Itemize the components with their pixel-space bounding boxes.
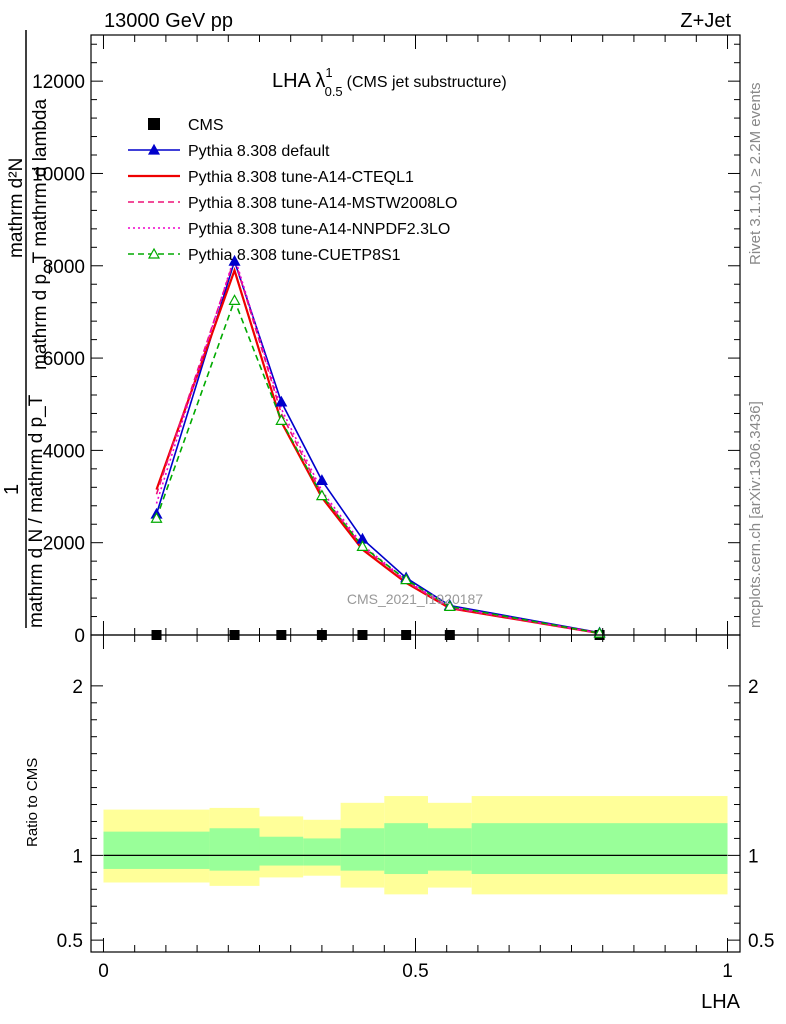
ratio-y-tick-labels: 0.5 0.5 1 1 2 2	[57, 677, 775, 952]
ratio-bands	[103, 796, 728, 895]
series-line-2	[155, 266, 600, 635]
xtick-label-1: 0.5	[402, 961, 428, 982]
x-axis-label: LHA	[701, 991, 741, 1013]
main-ytick-label-2: 4000	[43, 441, 85, 462]
ratio-ytick-label-right-2: 2	[748, 677, 759, 698]
mcplots-label: mcplots.cern.ch [arXiv:1306.3436]	[747, 401, 764, 628]
legend-label-5: Pythia 8.308 tune-CUETP8S1	[188, 247, 401, 264]
ratio-frame	[90, 634, 741, 953]
ratio-band-green-6	[427, 828, 472, 871]
main-y-tick-labels: 0 2000 4000 6000 8000 10000 12000	[32, 72, 85, 647]
series-1-marker-2	[275, 395, 288, 407]
xtick-label-2: 1	[722, 961, 733, 982]
ratio-band-green-7	[471, 823, 728, 875]
ylabel-denominator: mathrm d p_T mathrm d lambda	[30, 99, 51, 370]
ratio-axis-ticks	[91, 635, 740, 952]
main-ytick-label-5: 10000	[32, 164, 85, 185]
main-series-lines	[155, 253, 600, 635]
ylabel-one: 1	[1, 484, 23, 495]
main-ytick-label-3: 6000	[43, 349, 85, 370]
ratio-band-green-1	[209, 828, 260, 871]
ratio-band-green-3	[303, 838, 341, 866]
main-ytick-label-1: 2000	[43, 534, 85, 555]
chart-title-main: LHA λ	[272, 70, 325, 92]
header-right: Z+Jet	[680, 10, 731, 32]
series-5-marker-2	[275, 414, 288, 425]
chart-title-suffix: (CMS jet substructure)	[347, 74, 507, 91]
legend-marker-1	[147, 143, 161, 155]
series-5-marker-0	[150, 511, 163, 523]
series-line-3	[155, 256, 600, 634]
series-1-marker-1	[228, 254, 241, 266]
series-line-1	[155, 258, 600, 634]
header-left: 13000 GeV pp	[104, 10, 233, 32]
x-tick-labels: 0 0.5 1	[98, 961, 733, 982]
series-5-marker-6	[443, 600, 456, 611]
series-5-marker-4	[356, 540, 369, 551]
ratio-band-green-5	[384, 823, 428, 875]
series-5-marker-1	[228, 294, 241, 305]
ratio-y-axis-label: Ratio to CMS	[24, 758, 41, 847]
legend-label-2: Pythia 8.308 tune-A14-CTEQL1	[188, 169, 414, 186]
legend-marker-0	[148, 118, 160, 130]
rivet-label: Rivet 3.1.10, ≥ 2.2M events	[747, 83, 764, 266]
ratio-band-green-4	[340, 828, 385, 871]
ratio-band-green-2	[259, 836, 304, 866]
ylabel-numerator: mathrm d²N	[6, 158, 27, 258]
watermark: CMS_2021_I1920187	[347, 591, 483, 607]
xtick-label-0: 0	[98, 961, 109, 982]
ratio-ytick-label-left-2: 2	[72, 677, 83, 698]
series-line-4	[155, 253, 600, 634]
ratio-ytick-label-left-1: 1	[72, 846, 83, 867]
chart-title: LHA λ1 0.5 (CMS jet substructure)	[272, 65, 507, 99]
legend-label-1: Pythia 8.308 default	[188, 143, 330, 160]
chart-title-sub: 0.5	[325, 84, 343, 99]
main-ytick-label-6: 12000	[32, 72, 85, 93]
ylabel-normalization: mathrm d N / mathrm d p_T	[26, 394, 47, 628]
main-ytick-label-4: 8000	[43, 257, 85, 278]
ratio-ytick-label-right-0: 0.5	[748, 931, 774, 952]
series-5-marker-3	[315, 489, 328, 501]
series-1-marker-3	[315, 474, 328, 485]
legend-label-0: CMS	[188, 117, 224, 134]
main-y-axis-label: 1 mathrm d²N mathrm d p_T mathrm d lambd…	[1, 30, 51, 628]
legend-label-3: Pythia 8.308 tune-A14-MSTW2008LO	[188, 195, 457, 212]
series-line-5	[155, 298, 600, 634]
legend-marker-5	[147, 247, 161, 259]
ratio-band-green-0	[103, 831, 210, 869]
main-ytick-label-0: 0	[74, 626, 85, 647]
series-5-marker-5	[400, 573, 413, 585]
legend: CMS Pythia 8.308 default Pythia 8.308 tune…	[128, 117, 457, 264]
ratio-ytick-label-right-1: 1	[748, 846, 759, 867]
ratio-ytick-label-left-0: 0.5	[57, 931, 83, 952]
chart-title-sup: 1	[325, 65, 332, 80]
legend-label-4: Pythia 8.308 tune-A14-NNPDF2.3LO	[188, 221, 450, 238]
